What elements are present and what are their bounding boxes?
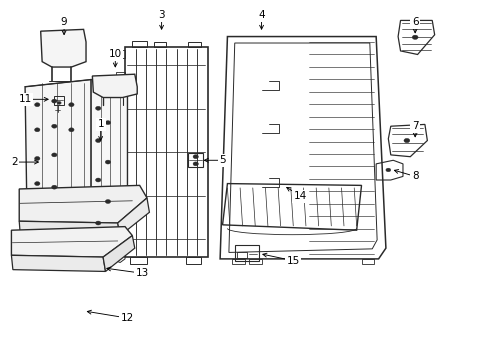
Circle shape [35,103,40,107]
Circle shape [95,178,101,182]
Text: 7: 7 [411,121,418,131]
Circle shape [52,124,57,128]
Text: 10: 10 [108,49,122,59]
Text: 1: 1 [97,120,104,129]
Text: 5: 5 [219,155,225,165]
Text: 12: 12 [121,313,134,323]
Circle shape [35,157,40,161]
Text: 6: 6 [411,17,418,27]
Circle shape [193,162,198,166]
Circle shape [69,103,74,107]
Circle shape [193,155,198,159]
Circle shape [95,106,101,110]
Circle shape [411,35,417,40]
Text: 9: 9 [61,17,67,27]
Polygon shape [41,30,86,67]
Polygon shape [19,185,147,223]
Circle shape [95,221,101,225]
Circle shape [69,128,74,132]
Polygon shape [11,255,105,271]
Text: 13: 13 [135,268,148,278]
Polygon shape [25,80,91,252]
Text: 3: 3 [158,10,164,20]
Circle shape [105,199,110,203]
Circle shape [35,128,40,132]
Circle shape [52,99,57,103]
Text: 14: 14 [293,191,306,201]
Circle shape [403,138,409,143]
Polygon shape [11,226,132,257]
Polygon shape [118,198,149,235]
Circle shape [95,139,101,143]
Text: 8: 8 [411,171,418,181]
Text: 11: 11 [19,94,32,104]
Circle shape [35,181,40,185]
Polygon shape [103,235,135,271]
Circle shape [57,102,61,104]
Circle shape [105,121,110,125]
Polygon shape [92,74,137,98]
Polygon shape [19,221,120,235]
Text: 15: 15 [286,256,299,266]
Circle shape [52,153,57,157]
Circle shape [52,185,57,189]
Circle shape [105,160,110,164]
Circle shape [385,168,390,172]
Text: 4: 4 [258,10,264,20]
Polygon shape [91,78,127,246]
Text: 2: 2 [11,157,18,167]
